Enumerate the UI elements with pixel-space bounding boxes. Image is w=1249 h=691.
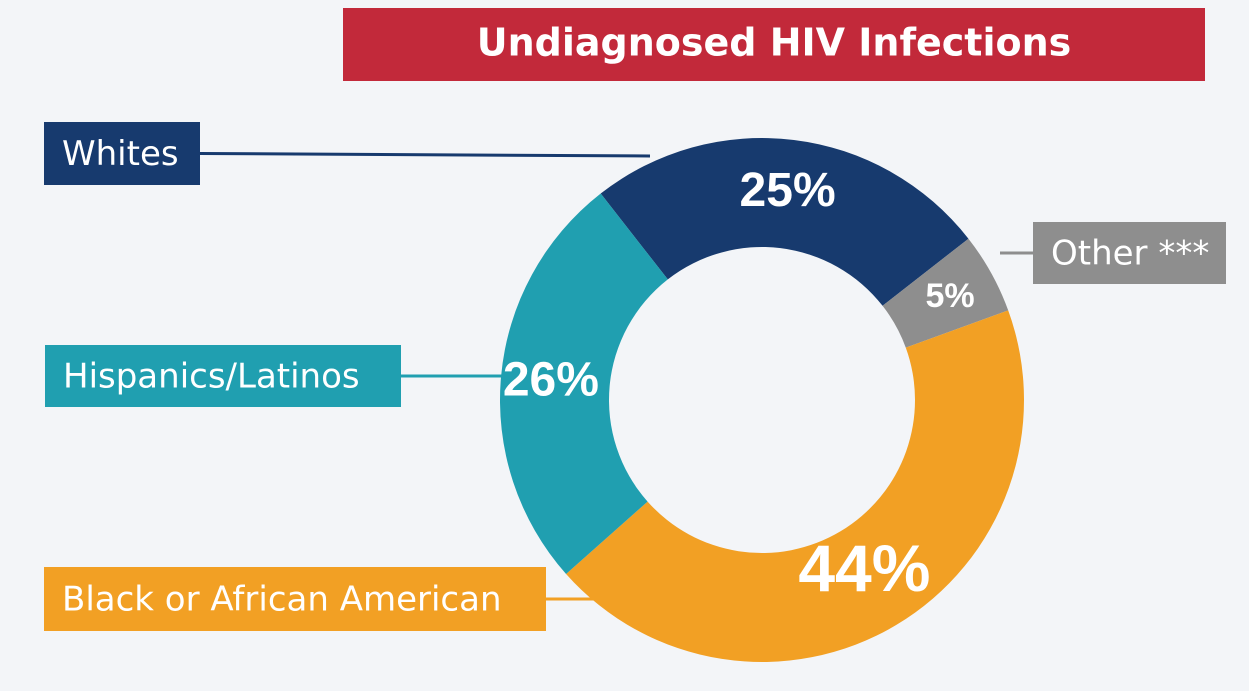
legend-box — [44, 567, 546, 631]
title-bar — [343, 8, 1205, 81]
donut-segment — [500, 193, 668, 574]
donut-segment — [566, 310, 1024, 662]
value-label: 25% — [740, 164, 836, 217]
chart-title: Undiagnosed HIV Infections — [477, 21, 1072, 65]
donut-segment — [882, 238, 1009, 348]
legend-label: Other *** — [1051, 234, 1209, 274]
legend-box — [45, 345, 401, 407]
donut-segment — [600, 138, 969, 306]
value-label: 44% — [798, 531, 930, 605]
leader-line — [199, 152, 651, 158]
legend-box — [1033, 222, 1226, 284]
legend-box — [44, 122, 200, 185]
legend-label: Hispanics/Latinos — [63, 357, 360, 397]
legend-label: Black or African American — [62, 580, 502, 620]
value-label: 26% — [503, 353, 599, 406]
legend-label: Whites — [62, 134, 179, 174]
value-label: 5% — [925, 277, 974, 315]
